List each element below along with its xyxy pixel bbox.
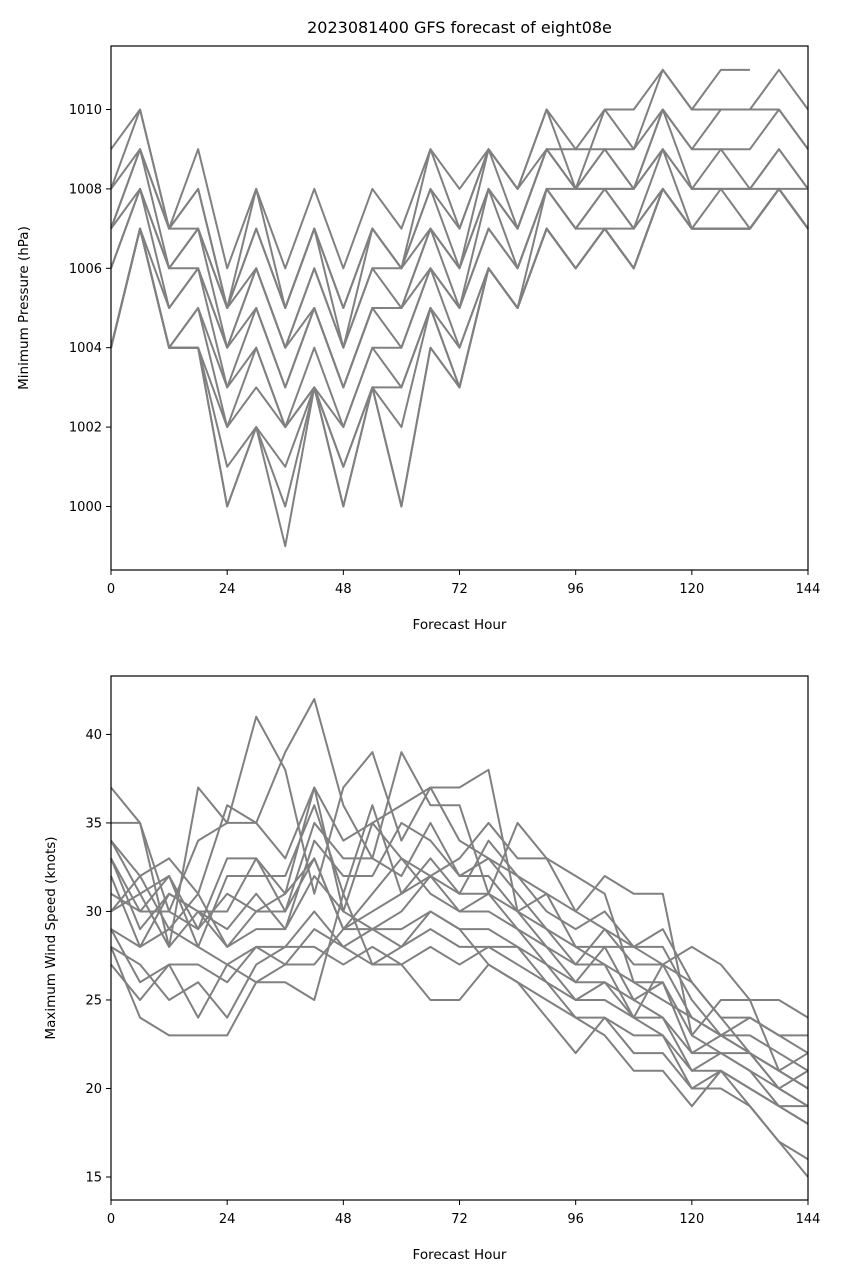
- wind-y-tick-label: 40: [85, 728, 102, 743]
- pressure-panel: 0 24 48 72 96 120 144 1000 1002 1004 1006 1008 1010…: [16, 45, 821, 633]
- wind-series-line-7: [110, 821, 809, 1090]
- wind-panel: 0 24 48 72 96 120 144 15 20 25 30 35 40 Forecast Ho…: [43, 675, 821, 1263]
- wind-series-line-15: [110, 910, 809, 1178]
- wind-x-tick-label: 48: [335, 1212, 352, 1227]
- pressure-y-axis-label: Minimum Pressure (hPa): [16, 226, 32, 390]
- pressure-x-tick-label: 120: [679, 582, 704, 597]
- wind-y-axis-label: Maximum Wind Speed (knots): [43, 836, 59, 1039]
- pressure-y-ticks: 1000 1002 1004 1006 1008 1010: [69, 103, 111, 515]
- chart-title: 2023081400 GFS forecast of eight08e: [307, 18, 612, 37]
- pressure-y-tick-label: 1000: [69, 500, 102, 515]
- wind-series-line-12: [110, 928, 809, 1125]
- wind-y-tick-label: 35: [85, 816, 102, 831]
- pressure-x-tick-label: 24: [219, 582, 236, 597]
- pressure-y-tick-label: 1008: [69, 182, 102, 197]
- wind-y-tick-label: 20: [85, 1082, 102, 1097]
- pressure-y-tick-label: 1002: [69, 421, 102, 436]
- pressure-y-tick-label: 1004: [69, 341, 102, 356]
- pressure-x-tick-label: 48: [335, 582, 352, 597]
- wind-x-tick-label: 120: [679, 1212, 704, 1227]
- wind-x-tick-label: 72: [451, 1212, 468, 1227]
- pressure-y-tick-label: 1006: [69, 262, 102, 277]
- wind-y-tick-label: 25: [85, 993, 102, 1008]
- wind-x-ticks: 0 24 48 72 96 120 144: [107, 1200, 821, 1227]
- wind-x-tick-label: 0: [107, 1212, 115, 1227]
- wind-series-line-14: [110, 892, 809, 1161]
- pressure-x-ticks: 0 24 48 72 96 120 144: [107, 570, 821, 597]
- wind-y-ticks: 15 20 25 30 35 40: [85, 728, 111, 1185]
- wind-x-tick-label: 144: [796, 1212, 821, 1227]
- wind-y-tick-label: 30: [85, 905, 102, 920]
- pressure-x-axis-label: Forecast Hour: [413, 617, 507, 633]
- pressure-x-tick-label: 96: [567, 582, 584, 597]
- wind-series-layer: [110, 698, 809, 1178]
- pressure-series-line-15: [110, 187, 809, 548]
- wind-x-tick-label: 24: [219, 1212, 236, 1227]
- wind-x-axis-label: Forecast Hour: [413, 1247, 507, 1263]
- pressure-x-tick-label: 0: [107, 582, 115, 597]
- wind-y-tick-label: 15: [85, 1170, 102, 1185]
- pressure-y-tick-label: 1010: [69, 103, 102, 118]
- pressure-series-layer: [110, 68, 809, 548]
- pressure-x-tick-label: 144: [796, 582, 821, 597]
- pressure-x-tick-label: 72: [451, 582, 468, 597]
- wind-series-line-10: [110, 875, 809, 1108]
- wind-x-tick-label: 96: [567, 1212, 584, 1227]
